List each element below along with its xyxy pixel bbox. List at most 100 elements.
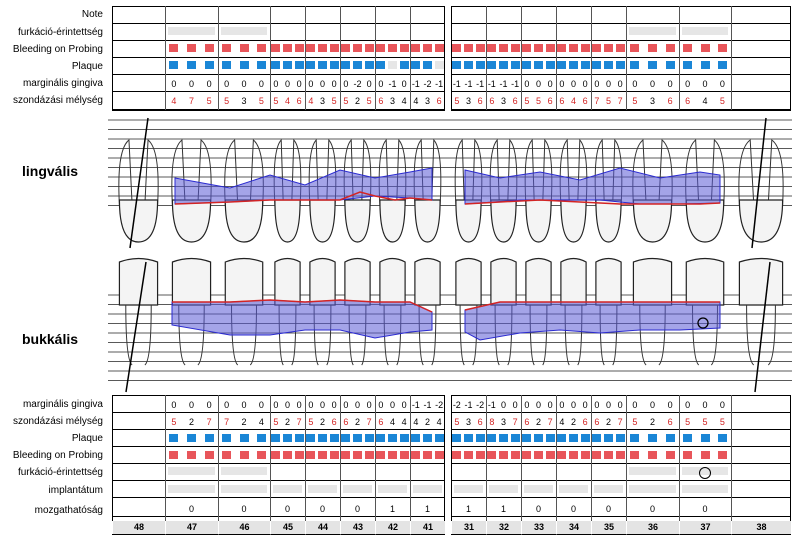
- plaque-marker: [557, 61, 567, 69]
- probing-value: 6: [524, 417, 530, 427]
- bleeding-label-top: Bleeding on Probing: [12, 44, 103, 55]
- tooth-root-lower: [418, 304, 437, 366]
- probing-value: 5: [685, 417, 691, 427]
- mobility-value: 0: [605, 504, 611, 514]
- probing-value: 2: [354, 417, 360, 427]
- probing-value: 5: [454, 96, 460, 106]
- furcation-bar-bottom: [629, 467, 676, 475]
- bleeding-marker: [283, 44, 292, 52]
- probing-value: 6: [343, 417, 349, 427]
- plaque-marker: [487, 61, 497, 69]
- bleeding-marker: [364, 44, 374, 52]
- plaque-marker: [434, 61, 444, 69]
- plaque-marker: [423, 434, 432, 442]
- gingiva-value: 0: [296, 79, 302, 89]
- probing-value: 6: [436, 96, 442, 106]
- gingiva-value: 0: [284, 79, 290, 89]
- bleeding-marker: [604, 451, 613, 459]
- probing-value: 4: [570, 96, 576, 106]
- gingiva-value: 0: [366, 79, 372, 89]
- col-line: [410, 6, 411, 110]
- mobility-value: 1: [500, 504, 506, 514]
- row-line: [112, 110, 445, 111]
- bottom-grid-left: [112, 395, 445, 535]
- mobility-value: 0: [188, 504, 194, 514]
- col-line: [731, 6, 732, 110]
- gingiva-value: 0: [570, 400, 576, 410]
- furcation-bar-top: [629, 27, 676, 35]
- gingiva-value: -2: [476, 400, 485, 410]
- probing-value: 5: [719, 96, 725, 106]
- top-grid-right: [451, 6, 791, 110]
- plaque-marker: [341, 61, 351, 69]
- tooth-number: 44: [305, 521, 340, 534]
- bleeding-marker: [700, 44, 710, 52]
- plaque-marker: [499, 61, 508, 69]
- plaque-marker: [569, 434, 578, 442]
- plaque-marker: [341, 434, 351, 442]
- tooth-crown-lower: [171, 257, 212, 306]
- probing-value: 6: [378, 417, 384, 427]
- plaque-marker: [522, 61, 532, 69]
- bleeding-marker: [557, 451, 567, 459]
- bleeding-marker: [187, 451, 196, 459]
- tooth-root-upper: [378, 138, 407, 206]
- bleeding-marker: [475, 44, 485, 52]
- gingiva-value: 0: [632, 79, 638, 89]
- tooth-root-upper: [594, 138, 623, 206]
- gingiva-value: -1: [499, 79, 508, 89]
- probing-value: 7: [594, 96, 600, 106]
- gingiva-value: 0: [547, 79, 553, 89]
- probing-value: 5: [719, 417, 725, 427]
- gingiva-label-top: marginális gingiva: [22, 78, 103, 89]
- probing-value: 4: [389, 417, 395, 427]
- tooth-root-upper: [308, 138, 337, 206]
- tooth-crown-lower: [309, 257, 336, 306]
- gingiva-value: 0: [667, 400, 673, 410]
- furcation-label-top: furkáció-érintettség: [17, 27, 103, 38]
- axis-line-38-lower: [754, 261, 771, 393]
- probing-value: 6: [559, 96, 565, 106]
- col-line: [305, 395, 306, 535]
- gingiva-value: 0: [401, 79, 407, 89]
- probing-value: 6: [477, 417, 483, 427]
- mobility-label: mozgathatóság: [34, 505, 103, 516]
- tooth-root-lower: [564, 304, 583, 366]
- bleeding-marker: [717, 44, 727, 52]
- bleeding-marker: [222, 44, 232, 52]
- gingiva-value: 0: [547, 400, 553, 410]
- tooth-crown-upper: [414, 199, 441, 243]
- implant-bar: [524, 485, 553, 493]
- bleeding-marker: [717, 451, 727, 459]
- tooth-crown-lower: [118, 257, 159, 306]
- gingiva-value: 0: [343, 400, 349, 410]
- axis-line-38-upper: [751, 117, 767, 249]
- mobility-value: 0: [319, 504, 325, 514]
- gingiva-value: -1: [452, 79, 461, 89]
- bleeding-label-bottom: Bleeding on Probing: [12, 450, 103, 461]
- col-line: [731, 395, 732, 535]
- plaque-marker: [411, 61, 421, 69]
- tooth-number: 48: [112, 521, 165, 534]
- gingiva-value: -1: [435, 79, 444, 89]
- gingiva-value: 0: [617, 79, 623, 89]
- probing-value: 5: [535, 96, 541, 106]
- probing-label-bottom: szondázási mélység: [12, 416, 103, 427]
- bleeding-marker: [271, 44, 281, 52]
- bleeding-marker: [580, 44, 590, 52]
- gingiva-value: 0: [570, 79, 576, 89]
- implant-bar: [682, 485, 728, 493]
- tooth-crown-lower: [632, 257, 673, 306]
- row-line: [112, 429, 445, 430]
- tooth-crown-upper: [224, 199, 264, 243]
- col-line: [521, 6, 522, 110]
- gingiva-value: -1: [411, 79, 420, 89]
- col-line: [626, 395, 627, 535]
- gingiva-value: 0: [617, 400, 623, 410]
- probing-value: 4: [436, 417, 442, 427]
- bleeding-marker: [499, 451, 508, 459]
- row-line: [451, 412, 791, 413]
- bleeding-marker: [204, 44, 214, 52]
- furcation-bar-top: [168, 27, 215, 35]
- gingiva-value: 0: [649, 79, 655, 89]
